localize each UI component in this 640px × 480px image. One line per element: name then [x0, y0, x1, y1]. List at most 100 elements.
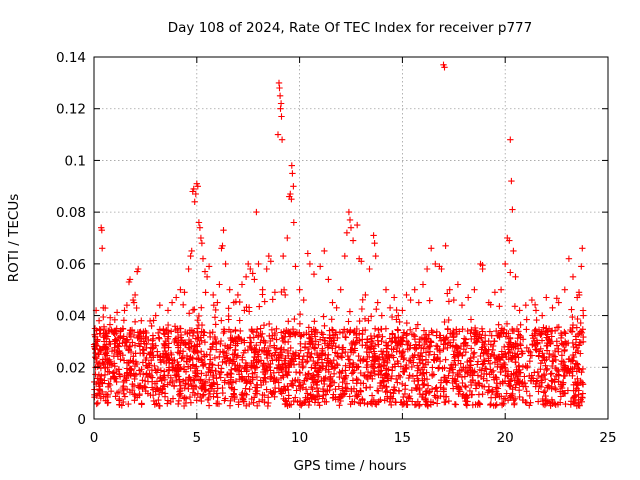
data-point: [261, 374, 268, 381]
data-point: [250, 362, 257, 370]
data-point: [188, 247, 195, 255]
data-point: [411, 401, 419, 409]
data-point: [131, 318, 139, 325]
data-point: [143, 370, 150, 377]
data-point: [412, 341, 419, 348]
data-point: [270, 369, 277, 376]
data-point: [284, 372, 291, 379]
data-point: [253, 342, 260, 349]
data-point: [485, 337, 492, 345]
data-point: [138, 366, 145, 373]
data-point: [414, 321, 421, 328]
data-point: [511, 350, 519, 357]
data-point: [194, 390, 202, 397]
data-point: [512, 340, 519, 347]
data-point: [322, 351, 329, 358]
data-point: [169, 395, 177, 402]
data-point: [111, 373, 118, 380]
data-point: [150, 386, 157, 393]
data-point: [565, 255, 573, 262]
data-point: [432, 260, 439, 268]
data-point: [205, 368, 212, 376]
data-point: [541, 388, 549, 395]
data-point: [436, 347, 443, 354]
data-point: [144, 390, 152, 397]
data-point: [450, 327, 457, 335]
data-point: [292, 263, 299, 270]
data-point: [304, 370, 312, 378]
data-point: [164, 381, 171, 388]
data-point: [313, 329, 321, 336]
data-point: [362, 291, 369, 299]
data-point: [460, 340, 467, 347]
data-point: [362, 384, 370, 391]
data-point: [378, 338, 385, 345]
data-point: [186, 374, 193, 381]
y-axis-label: ROTI / TECUs: [6, 194, 22, 282]
data-point: [228, 384, 235, 391]
data-point: [399, 380, 406, 388]
data-point: [434, 355, 441, 362]
x-tick-label: 0: [90, 430, 99, 446]
data-point: [400, 354, 408, 362]
data-point: [408, 387, 415, 394]
data-point: [482, 365, 490, 373]
data-point: [263, 265, 270, 273]
data-point: [238, 391, 245, 398]
data-point: [351, 327, 358, 335]
data-point: [276, 84, 283, 92]
data-point: [130, 353, 137, 360]
data-point: [145, 336, 152, 344]
data-point: [333, 360, 341, 368]
data-point: [353, 375, 360, 383]
data-point: [553, 372, 560, 380]
data-point: [261, 366, 268, 373]
data-point: [499, 363, 506, 370]
data-point: [302, 386, 310, 393]
data-point: [251, 369, 259, 376]
data-point: [551, 400, 558, 407]
x-tick-label: 5: [193, 430, 202, 446]
data-point: [243, 368, 250, 375]
data-point: [99, 245, 106, 252]
data-point: [228, 370, 235, 378]
data-point: [208, 367, 216, 374]
data-point: [164, 354, 171, 362]
data-point: [290, 397, 297, 405]
data-point: [391, 361, 398, 368]
data-point: [521, 373, 528, 380]
data-point: [497, 286, 505, 293]
data-point: [155, 329, 162, 337]
data-point: [337, 391, 344, 398]
data-point: [330, 370, 338, 377]
data-point: [219, 384, 226, 392]
data-point: [372, 252, 379, 260]
data-point: [388, 345, 395, 353]
data-point: [289, 356, 296, 363]
y-tick-label: 0.04: [56, 309, 86, 325]
data-point: [367, 346, 374, 353]
data-point: [132, 371, 140, 378]
data-point: [129, 387, 136, 394]
data-point: [394, 326, 401, 333]
data-point: [249, 270, 256, 277]
data-point: [140, 338, 147, 345]
data-point: [455, 383, 462, 391]
data-point: [379, 377, 386, 384]
data-point: [454, 371, 462, 378]
data-point: [523, 326, 530, 333]
data-point: [358, 305, 366, 313]
data-point: [318, 359, 326, 366]
data-point: [113, 309, 121, 316]
data-point: [332, 386, 339, 393]
data-point: [576, 366, 583, 373]
data-point: [458, 302, 466, 309]
data-point: [364, 375, 371, 383]
data-point: [108, 326, 115, 333]
data-point: [248, 327, 255, 334]
data-point: [500, 400, 507, 407]
data-point: [257, 325, 264, 332]
data-point: [422, 331, 429, 338]
data-point: [220, 227, 227, 234]
data-point: [504, 368, 512, 375]
